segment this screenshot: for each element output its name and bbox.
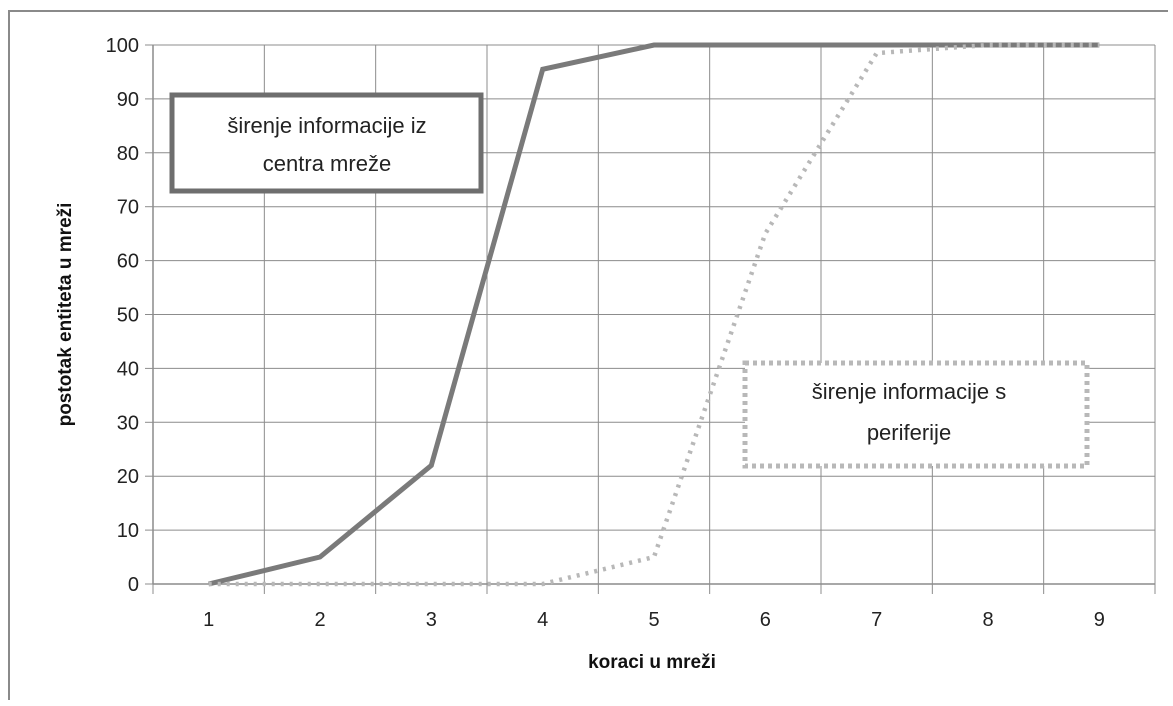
y-tick-label: 0	[128, 574, 139, 596]
y-tick-label: 80	[117, 143, 139, 165]
x-tick-label: 3	[426, 609, 437, 631]
x-tick-label: 7	[871, 609, 882, 631]
y-tick-label: 60	[117, 251, 139, 273]
callout-1-line-1: širenje informacije iz	[227, 113, 426, 138]
y-axis-title: postotak entiteta u mreži	[55, 203, 76, 427]
chart-frame	[8, 10, 1168, 700]
callout-2-line-1: širenje informacije s	[812, 379, 1006, 404]
x-tick-label: 4	[537, 609, 548, 631]
x-tick-label: 5	[648, 609, 659, 631]
x-tick-label: 9	[1094, 609, 1105, 631]
y-tick-label: 100	[106, 35, 139, 57]
y-tick-label: 30	[117, 412, 139, 434]
series-line-1	[208, 42, 1100, 587]
series-lines	[208, 42, 1100, 587]
callout-box-1	[169, 92, 484, 194]
y-tick-label: 20	[117, 466, 139, 488]
callout-1-line-2: centra mreže	[263, 151, 391, 176]
y-tick-label: 70	[117, 197, 139, 219]
callout-box-2	[742, 360, 1090, 469]
y-tick-label: 50	[117, 305, 139, 327]
y-tick-label: 90	[117, 89, 139, 111]
callouts: širenje informacije iz centra mreže širenj…	[169, 92, 1090, 469]
axes	[145, 44, 1155, 585]
x-tick-label: 1	[203, 609, 214, 631]
tick-labels: 0 10 20 30 40 50 60 70 80 90 100 1 2 3 4 5 6 7 8 9	[106, 35, 1105, 631]
x-tick-label: 6	[760, 609, 771, 631]
x-axis-title: koraci u mreži	[588, 652, 716, 673]
x-tick-label: 8	[982, 609, 993, 631]
y-tick-label: 40	[117, 358, 139, 380]
x-tick-label: 2	[314, 609, 325, 631]
callout-2-line-2: periferije	[867, 420, 951, 445]
y-tick-label: 10	[117, 520, 139, 542]
